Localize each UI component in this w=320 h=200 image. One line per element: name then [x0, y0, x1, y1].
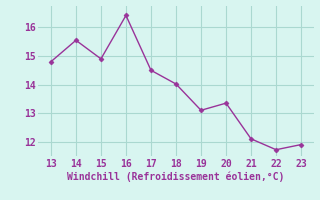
X-axis label: Windchill (Refroidissement éolien,°C): Windchill (Refroidissement éolien,°C) [67, 172, 285, 182]
